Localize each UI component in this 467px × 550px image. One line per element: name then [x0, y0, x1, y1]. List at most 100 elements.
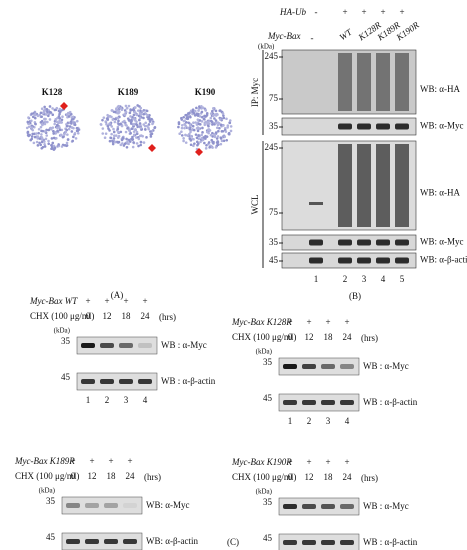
lane-sign: + [361, 7, 366, 17]
atom [180, 126, 184, 130]
atom [192, 137, 195, 141]
band [302, 540, 316, 545]
atom [56, 124, 59, 127]
atom [43, 122, 47, 126]
atom [112, 134, 116, 138]
atom [183, 123, 186, 126]
atom [142, 141, 146, 144]
atom [54, 118, 57, 121]
band [85, 539, 99, 544]
atom [135, 113, 139, 117]
atom [202, 117, 206, 121]
atom [218, 109, 222, 112]
time-label: 12 [305, 332, 314, 342]
atom [138, 118, 141, 122]
atom [149, 135, 153, 138]
kda-label: (kDa) [256, 488, 273, 496]
atom [212, 142, 215, 145]
band [376, 123, 390, 130]
atom [133, 117, 136, 121]
marker-label: 245 [265, 142, 279, 152]
atom [111, 118, 115, 121]
atom [136, 109, 140, 112]
atom [124, 104, 128, 108]
band [340, 400, 354, 405]
atom [119, 122, 122, 126]
treatment-label: CHX (100 μg/ml) [232, 332, 296, 342]
lane-sign: + [287, 457, 292, 467]
atom [59, 120, 63, 124]
atom [204, 137, 207, 140]
band [283, 400, 297, 405]
band [338, 123, 352, 130]
lane-sign: + [306, 317, 311, 327]
atom [200, 104, 203, 108]
smear [376, 144, 390, 227]
atom [201, 131, 204, 134]
panel-label: (C) [227, 537, 239, 547]
atom [133, 106, 137, 109]
atom [200, 120, 204, 123]
atom [101, 118, 104, 122]
band [100, 343, 114, 348]
band [395, 257, 409, 264]
atom [207, 141, 211, 144]
atom [135, 142, 139, 145]
atom [124, 123, 127, 127]
atom [65, 141, 69, 145]
atom [121, 136, 125, 139]
lane-number: 2 [343, 274, 348, 284]
band [376, 257, 390, 264]
atom [52, 129, 55, 133]
atom [193, 142, 196, 145]
atom [117, 104, 120, 108]
atom [113, 120, 117, 124]
construct-label: Myc-Bax WT [29, 296, 78, 306]
atom [33, 116, 37, 120]
atom [59, 109, 62, 113]
marker-label: 35 [46, 496, 56, 506]
atom [225, 138, 229, 142]
atom [197, 134, 200, 137]
lane-sign: + [325, 317, 330, 327]
atom [145, 136, 148, 139]
marker-label: 35 [269, 237, 279, 247]
smear [395, 53, 409, 111]
atom [136, 104, 139, 107]
lane-sign: + [287, 317, 292, 327]
marker-label: 45 [263, 533, 273, 543]
atom [41, 129, 45, 133]
atom [70, 126, 74, 129]
atom [195, 127, 199, 130]
atom [187, 121, 191, 125]
atom [219, 123, 223, 127]
marker-label: 35 [263, 497, 273, 507]
band [357, 123, 371, 130]
atom [51, 113, 55, 117]
atom [200, 133, 203, 137]
atom [55, 120, 59, 124]
atom [130, 122, 133, 125]
atom [108, 114, 112, 118]
atom [31, 132, 34, 136]
blot-label: WB: α-β-actin [420, 255, 467, 265]
unit-label: (hrs) [361, 473, 378, 483]
atom [106, 125, 110, 128]
protein-structure [177, 104, 233, 151]
atom [151, 121, 155, 125]
atom [55, 106, 59, 110]
atom [212, 107, 215, 110]
time-label: 24 [126, 471, 136, 481]
protein-structure [25, 105, 81, 151]
treatment-label: CHX (100 μg/ml) [232, 472, 296, 482]
atom [209, 116, 213, 120]
atom [43, 105, 46, 109]
atom [184, 133, 188, 137]
atom [122, 144, 126, 147]
atom [65, 144, 68, 148]
band [283, 540, 297, 545]
construct-label: Myc-Bax K190R [231, 457, 292, 467]
unit-label: (hrs) [159, 312, 176, 322]
atom [149, 130, 152, 133]
atom [222, 124, 225, 127]
